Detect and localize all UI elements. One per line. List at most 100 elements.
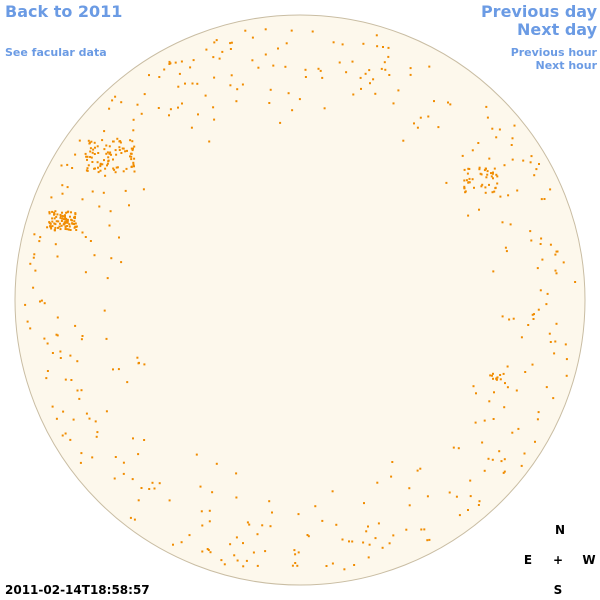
facula xyxy=(153,487,156,490)
facula xyxy=(204,94,207,97)
facula xyxy=(501,221,504,224)
facula xyxy=(492,171,494,174)
facula xyxy=(564,343,567,346)
facula xyxy=(80,452,83,455)
facula xyxy=(116,166,119,169)
facula xyxy=(99,162,102,165)
facula xyxy=(507,194,510,197)
facula xyxy=(543,198,546,200)
facula xyxy=(48,221,51,224)
facula xyxy=(118,236,120,239)
facula xyxy=(235,472,238,475)
facula xyxy=(291,564,294,567)
facula xyxy=(343,568,346,571)
facula xyxy=(223,563,226,566)
facula xyxy=(511,158,514,161)
facula xyxy=(106,164,108,167)
next-hour-link[interactable]: Next hour xyxy=(536,59,598,72)
facula xyxy=(387,46,390,49)
facula xyxy=(130,158,133,161)
facula xyxy=(488,400,491,403)
facula xyxy=(502,471,505,474)
facula xyxy=(261,524,264,527)
facula xyxy=(132,161,135,164)
facula xyxy=(133,165,135,168)
facula xyxy=(478,166,481,169)
previous-hour-link[interactable]: Previous hour xyxy=(511,46,598,59)
facula xyxy=(484,186,487,189)
facula xyxy=(484,191,487,194)
facula xyxy=(419,116,422,119)
facula xyxy=(500,460,503,463)
facula xyxy=(131,478,134,481)
facula xyxy=(304,76,307,78)
facula xyxy=(537,411,540,414)
facula xyxy=(169,62,172,65)
facula xyxy=(496,376,499,379)
facula xyxy=(351,540,354,543)
facula xyxy=(416,126,419,129)
facula xyxy=(360,87,362,90)
facula xyxy=(51,220,54,223)
facula xyxy=(269,525,272,528)
facula xyxy=(466,172,469,175)
facula xyxy=(536,418,539,421)
facula xyxy=(493,190,496,193)
facula xyxy=(113,477,116,480)
facula xyxy=(108,224,111,227)
facula xyxy=(503,406,506,409)
facula xyxy=(114,95,117,98)
facula xyxy=(236,88,239,91)
facula xyxy=(485,176,488,179)
facula xyxy=(104,174,107,177)
facula xyxy=(388,74,391,76)
facula xyxy=(392,534,395,537)
facula xyxy=(191,82,194,85)
facula xyxy=(235,100,238,103)
facula xyxy=(427,115,430,118)
facula xyxy=(540,198,543,201)
facula xyxy=(188,534,191,537)
facula xyxy=(213,76,216,79)
facula xyxy=(372,78,375,81)
facula xyxy=(574,281,577,283)
facula xyxy=(109,151,112,154)
facula xyxy=(353,564,356,566)
facula xyxy=(321,76,324,79)
facula xyxy=(491,191,494,194)
facula xyxy=(468,181,471,184)
facula xyxy=(556,250,559,253)
facula xyxy=(467,167,470,170)
facula xyxy=(480,185,483,188)
facula xyxy=(32,256,35,259)
facula xyxy=(106,162,109,165)
facula xyxy=(530,239,533,242)
facula xyxy=(495,173,498,176)
facula xyxy=(59,350,62,353)
facula xyxy=(545,303,548,306)
back-link[interactable]: Back to 2011 xyxy=(5,2,122,21)
facula xyxy=(529,161,532,164)
facula xyxy=(331,490,334,493)
facular-link[interactable]: See facular data xyxy=(5,46,107,59)
facula xyxy=(98,205,101,208)
facula xyxy=(68,223,71,226)
facula xyxy=(463,187,466,190)
facula xyxy=(96,161,99,164)
facula xyxy=(70,379,73,381)
facula xyxy=(66,220,69,223)
facula xyxy=(554,340,557,343)
facula xyxy=(492,270,495,273)
facula xyxy=(53,217,56,220)
facula xyxy=(59,357,62,359)
facula xyxy=(491,458,494,461)
facula xyxy=(338,61,341,64)
next-day-link[interactable]: Next day xyxy=(517,20,598,39)
previous-day-link[interactable]: Previous day xyxy=(481,2,598,21)
facula xyxy=(545,386,548,389)
facula xyxy=(218,57,221,60)
facula xyxy=(45,377,48,380)
facula xyxy=(552,397,555,400)
facula xyxy=(137,499,140,502)
facula xyxy=(304,68,307,71)
